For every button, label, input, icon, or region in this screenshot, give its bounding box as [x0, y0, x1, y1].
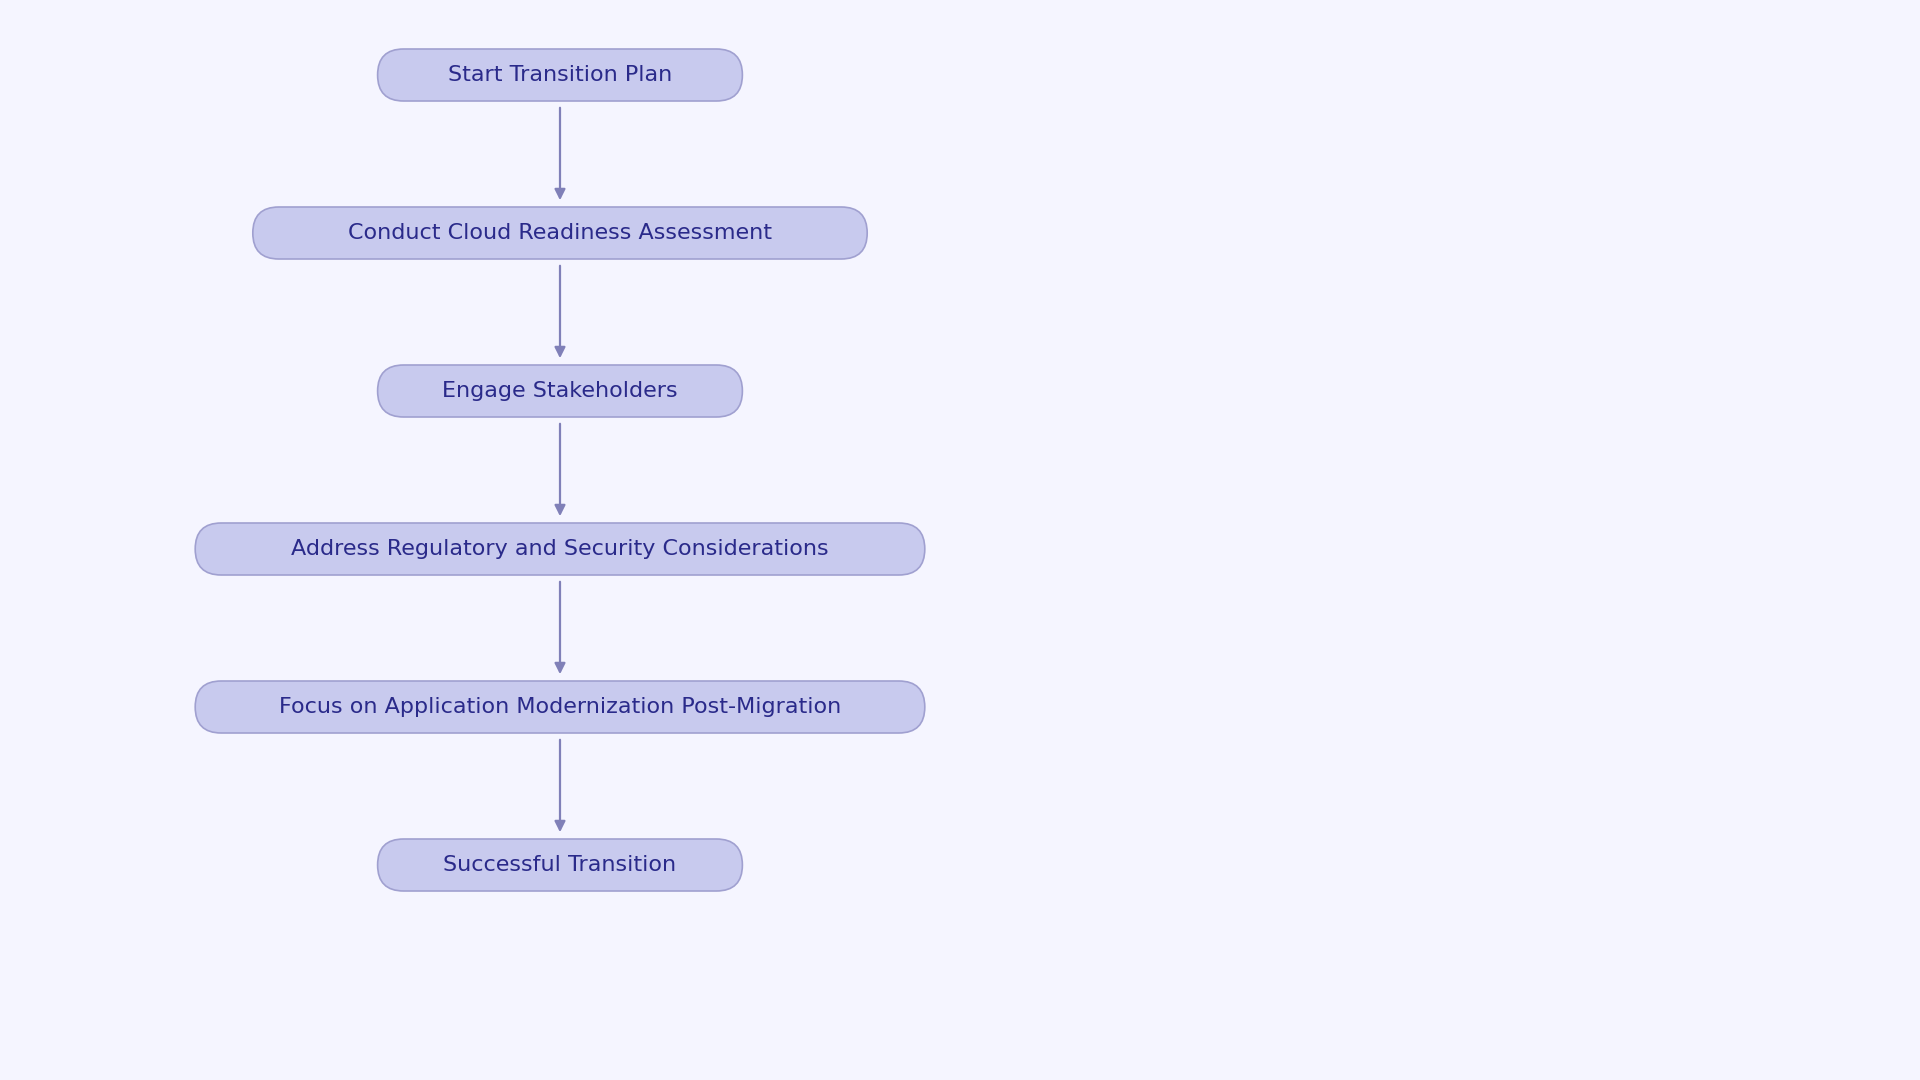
FancyBboxPatch shape [378, 49, 743, 102]
FancyBboxPatch shape [253, 207, 868, 259]
FancyBboxPatch shape [378, 839, 743, 891]
Text: Start Transition Plan: Start Transition Plan [447, 65, 672, 85]
FancyBboxPatch shape [196, 681, 925, 733]
Text: Engage Stakeholders: Engage Stakeholders [442, 381, 678, 401]
Text: Successful Transition: Successful Transition [444, 855, 676, 875]
FancyBboxPatch shape [196, 523, 925, 575]
Text: Focus on Application Modernization Post-Migration: Focus on Application Modernization Post-… [278, 697, 841, 717]
FancyBboxPatch shape [378, 365, 743, 417]
Text: Conduct Cloud Readiness Assessment: Conduct Cloud Readiness Assessment [348, 222, 772, 243]
Text: Address Regulatory and Security Considerations: Address Regulatory and Security Consider… [292, 539, 829, 559]
